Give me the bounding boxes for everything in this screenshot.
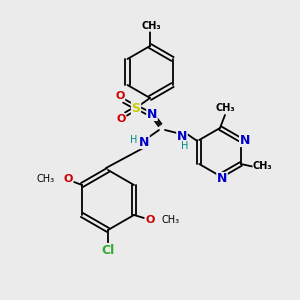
Text: CH₃: CH₃ [215,103,235,113]
Text: N: N [177,130,187,142]
Text: N: N [240,134,250,146]
Text: CH₃: CH₃ [37,174,55,184]
Text: O: O [116,114,126,124]
Text: O: O [145,215,155,225]
Text: N: N [139,136,149,148]
Text: H: H [181,141,189,151]
Text: N: N [217,172,227,185]
Text: CH₃: CH₃ [162,215,180,225]
Text: CH₃: CH₃ [253,161,273,171]
Text: H: H [130,135,138,145]
Text: O: O [63,174,73,184]
Text: N: N [147,107,157,121]
Text: Cl: Cl [101,244,115,256]
Text: S: S [131,101,140,115]
Text: O: O [115,91,125,101]
Text: CH₃: CH₃ [141,21,161,31]
